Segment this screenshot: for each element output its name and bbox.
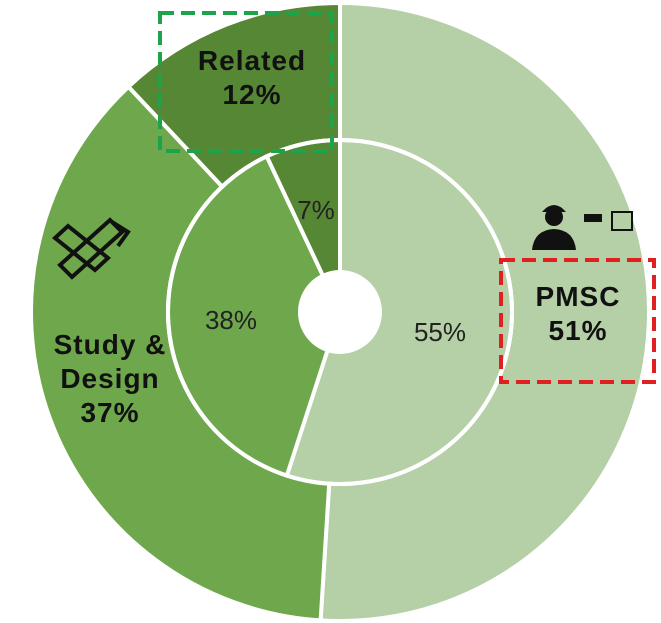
- value-label: 37%: [80, 397, 140, 428]
- highlight-box: [158, 11, 334, 153]
- outer-label: Related 12%: [167, 44, 337, 112]
- inner-value-label: 55%: [414, 317, 466, 347]
- value-label: 12%: [222, 79, 282, 110]
- design-icon: [51, 217, 131, 280]
- category-name: Study & Design: [53, 329, 167, 394]
- rings: [29, 0, 651, 623]
- outer-label: PMSC 51%: [493, 280, 661, 348]
- worker-icon: [532, 205, 633, 250]
- outer-label: Study & Design 37%: [35, 328, 185, 430]
- highlight-box: [499, 258, 656, 384]
- inner-value-label: 7%: [297, 195, 335, 225]
- category-name: Related: [197, 45, 307, 76]
- ring-divider: [166, 138, 514, 486]
- category-name: PMSC: [535, 281, 621, 312]
- value-label: 51%: [548, 315, 608, 346]
- inner-value-label: 38%: [205, 305, 257, 335]
